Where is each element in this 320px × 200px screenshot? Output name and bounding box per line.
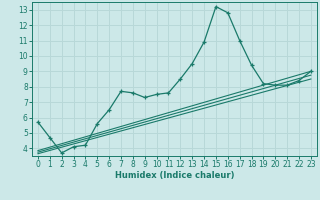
X-axis label: Humidex (Indice chaleur): Humidex (Indice chaleur) bbox=[115, 171, 234, 180]
